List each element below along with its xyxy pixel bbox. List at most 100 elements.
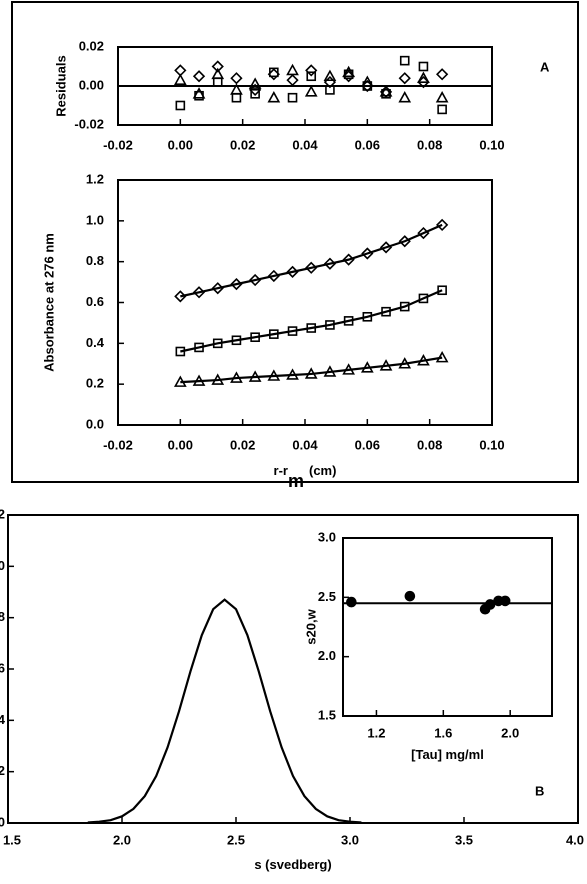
y-tick-label: 0.4 (0, 712, 6, 727)
x-tick-label: -0.02 (103, 137, 133, 152)
distribution-curve (87, 598, 362, 824)
square-marker (194, 342, 204, 353)
square-marker (250, 332, 260, 343)
fit-line (180, 289, 443, 353)
y-tick-label: 1.2 (0, 506, 5, 521)
square-marker (418, 293, 429, 304)
panel-a-frame (11, 1, 579, 483)
triangle-marker (192, 374, 206, 386)
plot-frame (117, 179, 493, 426)
diamond-marker (323, 257, 337, 270)
x-tick-label: 0.06 (355, 437, 380, 452)
triangle-marker (417, 354, 430, 366)
square-marker (269, 329, 279, 339)
circle-marker (499, 595, 511, 607)
x-axis-title-part: m (288, 471, 304, 491)
x-tick-label: 2.0 (113, 832, 131, 847)
square-marker (175, 100, 186, 111)
triangle-marker (304, 85, 318, 97)
triangle-marker (379, 359, 393, 371)
triangle-marker (435, 350, 449, 363)
square-marker (325, 85, 335, 95)
x-tick-label: 3.0 (341, 832, 359, 847)
square-marker (250, 89, 260, 99)
diamond-marker (398, 72, 411, 85)
x-tick-label: 4.0 (566, 832, 584, 847)
fit-line (180, 223, 443, 298)
plot-frame (342, 537, 553, 717)
x-tick-label: 0.08 (417, 137, 442, 152)
square-marker (306, 71, 317, 82)
x-tick-label: 3.5 (455, 832, 473, 847)
y-tick-label: 1.5 (318, 707, 336, 722)
y-tick-label: 1.2 (86, 171, 104, 186)
square-marker (287, 92, 298, 103)
y-tick-label: -0.02 (74, 116, 104, 131)
triangle-marker (248, 370, 262, 382)
x-tick-label: 0.00 (168, 437, 193, 452)
square-marker (231, 335, 242, 346)
triangle-marker (211, 373, 225, 385)
diamond-marker (361, 247, 374, 260)
triangle-marker (173, 375, 187, 387)
x-tick-label: 0.06 (355, 137, 380, 152)
y-tick-label: 0.4 (86, 335, 105, 350)
x-tick-label: 0.10 (479, 437, 504, 452)
x-tick-label: 0.02 (230, 437, 255, 452)
diamond-marker (174, 290, 187, 303)
circle-marker (404, 590, 416, 602)
x-axis-title: s (svedberg) (254, 857, 331, 872)
x-axis-title-part: r-r (274, 463, 288, 478)
triangle-marker (379, 85, 393, 97)
diamond-marker (342, 253, 355, 266)
triangle-marker (267, 91, 281, 103)
fit-line (180, 356, 443, 384)
x-tick-label: 1.2 (367, 725, 385, 740)
triangle-marker (398, 91, 412, 103)
triangle-marker (286, 368, 299, 380)
x-axis-title-part: (cm) (309, 463, 336, 478)
diamond-marker (211, 282, 224, 295)
x-tick-label: 1.5 (3, 832, 21, 847)
triangle-marker (360, 75, 374, 87)
panel-label: B (535, 783, 544, 798)
diamond-marker (436, 218, 449, 232)
diamond-marker (249, 273, 262, 287)
x-axis-title-part: s (svedberg) (254, 857, 331, 872)
diamond-marker (436, 68, 449, 81)
diamond-marker (192, 286, 206, 299)
square-marker (175, 346, 186, 357)
square-marker (399, 55, 410, 66)
y-tick-label: 0.0 (0, 814, 5, 829)
square-marker (212, 338, 223, 349)
y-tick-label: 0.0 (86, 416, 104, 431)
y-tick-label: 2.5 (318, 589, 336, 604)
diamond-marker (305, 261, 318, 274)
x-axis-title: [Tau] mg/ml (411, 747, 484, 762)
diamond-marker (211, 60, 224, 73)
diamond-marker (230, 72, 243, 85)
x-tick-label: 2.0 (501, 725, 519, 740)
y-tick-label: 0.6 (0, 660, 5, 675)
x-tick-label: -0.02 (103, 437, 133, 452)
square-marker (269, 67, 279, 78)
triangle-marker (342, 363, 355, 375)
y-tick-label: 0.8 (0, 609, 5, 624)
y-tick-label: 1.0 (86, 212, 104, 227)
triangle-marker (173, 73, 187, 85)
x-tick-label: 0.02 (230, 137, 255, 152)
x-tick-label: 0.08 (417, 437, 442, 452)
y-tick-label: 0.02 (79, 38, 104, 53)
square-marker (437, 104, 447, 115)
x-tick-label: 0.10 (479, 137, 504, 152)
x-tick-label: 2.5 (227, 832, 245, 847)
triangle-marker (323, 69, 337, 82)
square-marker (343, 316, 354, 326)
diamond-marker (230, 277, 243, 291)
square-marker (212, 77, 223, 87)
diamond-marker (286, 265, 299, 279)
triangle-marker (360, 361, 374, 373)
panel-label: A (540, 59, 550, 74)
diamond-marker (305, 64, 318, 77)
